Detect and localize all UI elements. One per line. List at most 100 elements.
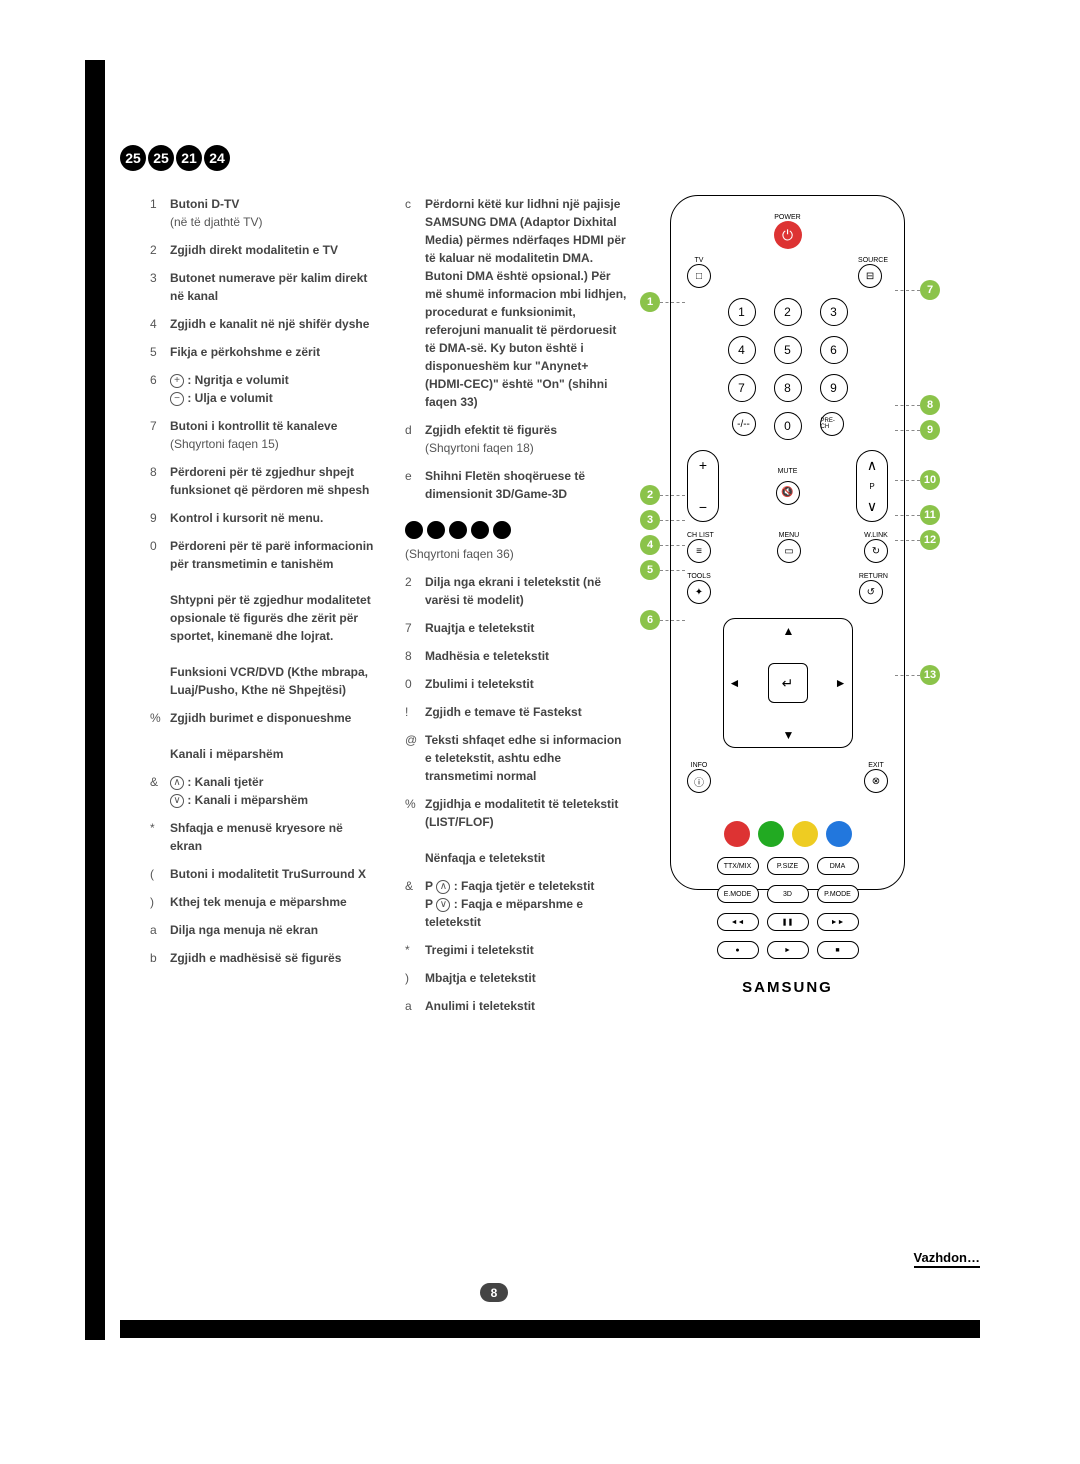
- return-label: RETURN: [859, 573, 888, 580]
- psize-button[interactable]: P.SIZE: [767, 857, 809, 875]
- rewind-button[interactable]: ◄◄: [717, 913, 759, 931]
- list-item: 5Fikja e përkohshme e zërit: [150, 343, 375, 361]
- side-bar: [85, 60, 105, 1340]
- info-label: INFO: [687, 762, 711, 769]
- dpad[interactable]: ▲ ▼ ◄ ► ↵: [723, 618, 853, 748]
- list-item: bZgjidh e madhësisë së figurës: [150, 949, 375, 967]
- tools-label: TOOLS: [687, 573, 711, 580]
- list-item: (Butoni i modalitetit TruSurround X: [150, 865, 375, 883]
- enter-button[interactable]: ↵: [768, 663, 808, 703]
- callout-badge: 4: [640, 535, 660, 555]
- callout-badge: 7: [920, 280, 940, 300]
- list-item: *Tregimi i teletekstit: [405, 941, 630, 959]
- color-buttons: [687, 821, 888, 847]
- page-number: 8: [480, 1283, 508, 1302]
- num-button[interactable]: 2: [774, 298, 802, 326]
- list-item: )Mbajtja e teletekstit: [405, 969, 630, 987]
- mute-button[interactable]: 🔇: [776, 481, 800, 505]
- header-icon: 21: [176, 145, 202, 171]
- header-icons: 25 25 21 24: [120, 145, 230, 171]
- blue-button[interactable]: [826, 821, 852, 847]
- pause-button[interactable]: ❚❚: [767, 913, 809, 931]
- content-columns: 1Butoni D-TV(në të djathtë TV)2Zgjidh di…: [150, 195, 630, 1025]
- dash-button[interactable]: -/--: [732, 412, 756, 436]
- list-item: 2Dilja nga ekrani i teletekstit (në varë…: [405, 573, 630, 609]
- chlist-button[interactable]: ≡: [687, 539, 711, 563]
- list-item: aDilja nga menuja në ekran: [150, 921, 375, 939]
- numpad: 123 456 789: [687, 298, 888, 402]
- wlink-button[interactable]: ↻: [864, 539, 888, 563]
- callout-badge: 8: [920, 395, 940, 415]
- num-button[interactable]: 9: [820, 374, 848, 402]
- pmode-button[interactable]: P.MODE: [817, 885, 859, 903]
- callout-badge: 6: [640, 610, 660, 630]
- num-button[interactable]: 7: [728, 374, 756, 402]
- num-button[interactable]: 6: [820, 336, 848, 364]
- subsection-caption: (Shqyrtoni faqen 36): [405, 545, 630, 563]
- dma-button[interactable]: DMA: [817, 857, 859, 875]
- list-item: 7Butoni i kontrollit të kanaleve(Shqyrto…: [150, 417, 375, 453]
- num-button[interactable]: 3: [820, 298, 848, 326]
- list-item: 0Zbulimi i teletekstit: [405, 675, 630, 693]
- list-item: 4Zgjidh e kanalit në një shifër dyshe: [150, 315, 375, 333]
- list-item: 0Përdoreni për të parë informacionin për…: [150, 537, 375, 699]
- zero-button[interactable]: 0: [774, 412, 802, 440]
- source-button[interactable]: ⊟: [858, 264, 882, 288]
- green-button[interactable]: [758, 821, 784, 847]
- tools-button[interactable]: ✦: [687, 580, 711, 604]
- forward-button[interactable]: ►►: [817, 913, 859, 931]
- list-item: %Zgjidhja e modalitetit të teletekstit (…: [405, 795, 630, 867]
- power-button[interactable]: ⏻: [774, 221, 802, 249]
- num-button[interactable]: 5: [774, 336, 802, 364]
- tv-button[interactable]: □: [687, 264, 711, 288]
- continue-text: Vazhdon…: [914, 1250, 980, 1268]
- ttx-button[interactable]: TTX/MIX: [717, 857, 759, 875]
- tv-label: TV: [687, 257, 711, 264]
- callout-badge: 2: [640, 485, 660, 505]
- num-button[interactable]: 4: [728, 336, 756, 364]
- list-item: eShihni Fletën shoqëruese të dimensionit…: [405, 467, 630, 503]
- list-item: &P ∧ : Faqja tjetër e teletekstitP ∨ : F…: [405, 877, 630, 931]
- list-item: dZgjidh efektit të figurës(Shqyrtoni faq…: [405, 421, 630, 457]
- callout-badge: 10: [920, 470, 940, 490]
- red-button[interactable]: [724, 821, 750, 847]
- mute-label: MUTE: [778, 468, 798, 475]
- col-1: 1Butoni D-TV(në të djathtë TV)2Zgjidh di…: [150, 195, 375, 1025]
- exit-button[interactable]: ⊗: [864, 769, 888, 793]
- stop-button[interactable]: ■: [817, 941, 859, 959]
- list-item: 2Zgjidh direkt modalitetin e TV: [150, 241, 375, 259]
- play-button[interactable]: ►: [767, 941, 809, 959]
- subsection-icons: [405, 521, 630, 539]
- list-item: 8Madhësia e teletekstit: [405, 647, 630, 665]
- emode-button[interactable]: E.MODE: [717, 885, 759, 903]
- channel-rocker[interactable]: ∧P∨: [856, 450, 888, 522]
- list-item: 6+ : Ngritja e volumit− : Ulja e volumit: [150, 371, 375, 407]
- exit-label: EXIT: [864, 762, 888, 769]
- list-item: aAnulimi i teletekstit: [405, 997, 630, 1015]
- menu-button[interactable]: ▭: [777, 539, 801, 563]
- callout-badge: 12: [920, 530, 940, 550]
- info-button[interactable]: ⓘ: [687, 769, 711, 793]
- prech-button[interactable]: PRE-CH: [820, 412, 844, 436]
- list-item: @Teksti shfaqet edhe si informacion e te…: [405, 731, 630, 785]
- list-item: &∧ : Kanali tjetër∨ : Kanali i mëparshëm: [150, 773, 375, 809]
- yellow-button[interactable]: [792, 821, 818, 847]
- callout-badge: 1: [640, 292, 660, 312]
- source-label: SOURCE: [858, 257, 888, 264]
- samsung-logo: SAMSUNG: [687, 979, 888, 996]
- callout-badge: 13: [920, 665, 940, 685]
- header-icon: 25: [148, 145, 174, 171]
- 3d-button[interactable]: 3D: [767, 885, 809, 903]
- header-icon: 24: [204, 145, 230, 171]
- list-item: )Kthej tek menuja e mëparshme: [150, 893, 375, 911]
- col-2: cPërdorni këtë kur lidhni një pajisje SA…: [405, 195, 630, 1025]
- return-button[interactable]: ↺: [859, 580, 883, 604]
- num-button[interactable]: 8: [774, 374, 802, 402]
- callout-badge: 11: [920, 505, 940, 525]
- volume-rocker[interactable]: +−: [687, 450, 719, 522]
- list-item: 9Kontrol i kursorit në menu.: [150, 509, 375, 527]
- wlink-label: W.LINK: [864, 532, 888, 539]
- record-button[interactable]: ●: [717, 941, 759, 959]
- num-button[interactable]: 1: [728, 298, 756, 326]
- header-icon: 25: [120, 145, 146, 171]
